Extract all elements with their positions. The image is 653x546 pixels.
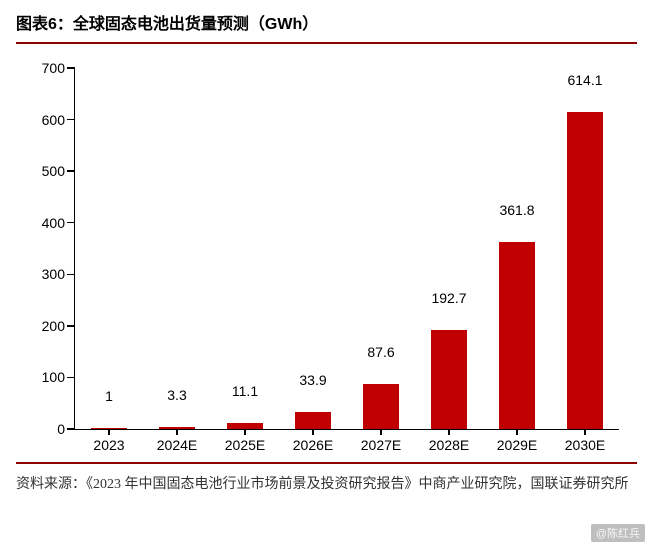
bar-value-label: 87.6: [367, 344, 394, 364]
y-tick-label: 400: [42, 215, 75, 231]
chart-title: 图表6：全球固态电池出货量预测（GWh）: [0, 0, 653, 38]
title-rule: [16, 42, 637, 44]
x-tick-label: 2030E: [565, 429, 605, 453]
x-tick-label: 2028E: [429, 429, 469, 453]
y-tick-label: 600: [42, 112, 75, 128]
plot-region: 0100200300400500600700120233.32024E11.12…: [74, 68, 619, 430]
y-tick-label: 200: [42, 318, 75, 334]
x-tick-label: 2025E: [225, 429, 265, 453]
bar-value-label: 3.3: [167, 387, 186, 407]
x-tick-label: 2029E: [497, 429, 537, 453]
bar-value-label: 11.1: [232, 383, 258, 403]
bar: [567, 112, 602, 429]
bar-value-label: 614.1: [567, 72, 602, 92]
bar: [295, 412, 330, 429]
x-tick-label: 2023: [93, 429, 124, 453]
bar-value-label: 192.7: [431, 290, 466, 310]
bar-value-label: 361.8: [499, 202, 534, 222]
figure-container: 图表6：全球固态电池出货量预测（GWh） 0 100 200 300 400 500 600…: [0, 0, 653, 546]
x-tick-label: 2024E: [157, 429, 197, 453]
watermark-text: @陈红兵: [591, 524, 645, 542]
chart-area: 0 100 200 300 400 500 600 700 1 2023 3.3 2024E 11.1 2…: [26, 62, 627, 462]
y-tick-label: 700: [42, 60, 75, 76]
x-tick-label: 2027E: [361, 429, 401, 453]
bar-value-label: 33.9: [299, 372, 326, 392]
source-text: 资料来源：《2023 年中国固态电池行业市场前景及投资研究报告》中商产业研究院，…: [0, 468, 653, 496]
source-rule: [16, 462, 637, 464]
y-tick-label: 300: [42, 266, 75, 282]
x-tick-label: 2026E: [293, 429, 333, 453]
y-tick-label: 0: [57, 421, 75, 437]
bar: [363, 384, 398, 429]
y-tick-label: 500: [42, 163, 75, 179]
bar: [499, 242, 534, 429]
bar: [431, 330, 466, 429]
y-tick-label: 100: [42, 369, 75, 385]
bar-value-label: 1: [105, 388, 113, 408]
